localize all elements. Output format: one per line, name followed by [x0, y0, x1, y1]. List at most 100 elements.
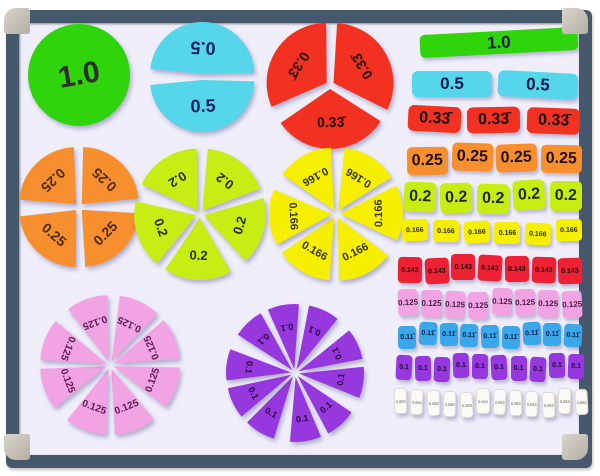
- fraction-tile[interactable]: 0.083: [393, 387, 408, 415]
- fraction-tile[interactable]: 0.25: [451, 142, 493, 172]
- fraction-tile[interactable]: 0.083: [573, 388, 589, 416]
- fraction-piece-quarters[interactable]: [81, 209, 139, 267]
- fraction-piece-eighths[interactable]: [111, 368, 154, 435]
- fraction-tile[interactable]: 0.2: [439, 182, 474, 214]
- fraction-tile[interactable]: 0.11̄: [480, 324, 500, 349]
- fraction-tile[interactable]: 0.143: [424, 257, 450, 285]
- fraction-piece-eighths[interactable]: [113, 366, 180, 407]
- fraction-piece-eighths[interactable]: [113, 320, 180, 364]
- fraction-tile[interactable]: 0.2: [549, 181, 583, 211]
- fraction-piece-halves[interactable]: [150, 22, 255, 75]
- fraction-piece-eighths[interactable]: [67, 368, 109, 435]
- fraction-tile[interactable]: 0.1: [510, 356, 527, 381]
- fraction-tile[interactable]: 0.11̄: [563, 323, 583, 348]
- fraction-piece-tenths[interactable]: [246, 376, 293, 439]
- fraction-piece-tenths[interactable]: [227, 374, 292, 417]
- fraction-tile[interactable]: 0.143: [557, 257, 583, 285]
- fraction-tile[interactable]: 0.5: [412, 71, 492, 97]
- fraction-piece-thirds[interactable]: [280, 88, 381, 149]
- fraction-tile[interactable]: 0.1: [472, 353, 489, 380]
- fraction-tile[interactable]: 0.166: [401, 218, 429, 242]
- fraction-piece-quarters[interactable]: [19, 209, 77, 267]
- fraction-tile[interactable]: 0.11̄: [439, 322, 458, 347]
- fraction-piece-fifths[interactable]: [203, 198, 266, 262]
- fraction-tile[interactable]: 0.2: [403, 181, 437, 213]
- fraction-tile[interactable]: 0.25: [495, 143, 537, 173]
- fraction-piece-sixths[interactable]: [339, 185, 403, 241]
- fraction-piece-sixths[interactable]: [282, 147, 335, 211]
- fraction-piece-eighths[interactable]: [40, 321, 107, 364]
- fraction-piece-quarters[interactable]: [19, 147, 77, 205]
- fraction-tile[interactable]: 0.11̄: [521, 321, 541, 346]
- fraction-piece-eighths[interactable]: [111, 295, 158, 362]
- fraction-piece-fifths[interactable]: [134, 201, 197, 264]
- fraction-tile[interactable]: 0.166: [494, 222, 521, 244]
- fraction-piece-sixths[interactable]: [337, 217, 389, 281]
- fraction-tile[interactable]: 0.25: [406, 146, 448, 176]
- fraction-piece-tenths[interactable]: [267, 304, 299, 370]
- fraction-tile[interactable]: 0.083: [443, 390, 457, 418]
- fraction-piece-halves[interactable]: [150, 79, 255, 132]
- fraction-tile[interactable]: 0.11̄: [543, 323, 562, 346]
- fraction-piece-eighths[interactable]: [68, 295, 109, 362]
- fraction-tile[interactable]: 0.2: [476, 183, 510, 215]
- fraction-piece-sixths[interactable]: [281, 217, 334, 281]
- fraction-tile[interactable]: 0.5: [497, 69, 579, 101]
- fraction-tile[interactable]: 0.11̄: [418, 321, 438, 346]
- fraction-tile[interactable]: 0.143: [504, 255, 529, 283]
- fraction-tile[interactable]: 0.083: [459, 391, 474, 419]
- fraction-piece-quarters[interactable]: [81, 147, 139, 205]
- fraction-piece-tenths[interactable]: [226, 349, 292, 381]
- fraction-tile[interactable]: 0.1: [395, 354, 413, 381]
- fraction-piece-whole[interactable]: [28, 24, 130, 126]
- fraction-piece-tenths[interactable]: [289, 376, 322, 442]
- fraction-tile[interactable]: 0.083: [524, 390, 540, 418]
- fraction-tile[interactable]: 0.1: [414, 355, 432, 382]
- fraction-tile[interactable]: 0.125: [538, 289, 559, 318]
- fraction-piece-tenths[interactable]: [237, 313, 293, 371]
- fraction-piece-sixths[interactable]: [338, 147, 392, 211]
- fraction-tile[interactable]: 0.143: [397, 256, 422, 284]
- fraction-piece-tenths[interactable]: [298, 366, 364, 398]
- fraction-tile[interactable]: 0.125: [421, 290, 442, 317]
- fraction-tile[interactable]: 0.1: [567, 353, 585, 380]
- fraction-tile[interactable]: 0.083: [541, 391, 556, 419]
- fraction-tile[interactable]: 0.125: [560, 290, 583, 319]
- fraction-tile[interactable]: 0.143: [477, 254, 503, 282]
- fraction-tile[interactable]: 0.083: [508, 389, 523, 417]
- fraction-tile[interactable]: 0.083: [491, 388, 507, 416]
- fraction-tile[interactable]: 0.083: [558, 387, 572, 415]
- fraction-tile[interactable]: 0.11̄: [398, 326, 416, 349]
- fraction-piece-tenths[interactable]: [298, 330, 363, 372]
- fraction-piece-thirds[interactable]: [333, 23, 394, 110]
- fraction-piece-fifths[interactable]: [165, 217, 231, 280]
- fraction-tile[interactable]: 0.25: [540, 144, 582, 174]
- fraction-tile[interactable]: 0.33̄: [467, 106, 521, 134]
- fraction-piece-tenths[interactable]: [296, 305, 338, 370]
- fraction-piece-sixths[interactable]: [269, 189, 333, 245]
- fraction-piece-fifths[interactable]: [141, 148, 198, 211]
- fraction-tile[interactable]: 0.125: [467, 291, 489, 320]
- fraction-tile[interactable]: 0.166: [524, 222, 552, 246]
- fraction-tile[interactable]: 0.2: [512, 179, 547, 211]
- fraction-tile[interactable]: 0.1: [548, 352, 566, 379]
- fraction-tile[interactable]: 0.166: [555, 218, 583, 242]
- fraction-piece-thirds[interactable]: [266, 22, 327, 107]
- fraction-tile[interactable]: 0.083: [410, 388, 425, 416]
- fraction-piece-tenths[interactable]: [297, 375, 352, 434]
- fraction-piece-eighths[interactable]: [40, 366, 107, 408]
- fraction-tile[interactable]: 0.1: [528, 356, 547, 383]
- fraction-tile[interactable]: 0.33̄: [526, 107, 581, 135]
- fraction-tile[interactable]: 0.143: [451, 254, 476, 280]
- fraction-tile[interactable]: 0.33̄: [407, 104, 463, 134]
- fraction-tile[interactable]: 0.166: [463, 220, 491, 244]
- fraction-tile[interactable]: 0.125: [444, 290, 466, 319]
- fraction-tile[interactable]: 0.11̄: [459, 323, 479, 348]
- fraction-tile[interactable]: 0.11̄: [501, 325, 520, 350]
- fraction-tile[interactable]: 0.1: [433, 356, 451, 383]
- fraction-tile[interactable]: 0.125: [397, 288, 420, 317]
- fraction-tile[interactable]: 0.125: [514, 288, 536, 317]
- fraction-tile[interactable]: 0.083: [476, 388, 490, 414]
- fraction-tile[interactable]: 0.166: [432, 219, 459, 243]
- fraction-tile[interactable]: 0.125: [491, 287, 513, 316]
